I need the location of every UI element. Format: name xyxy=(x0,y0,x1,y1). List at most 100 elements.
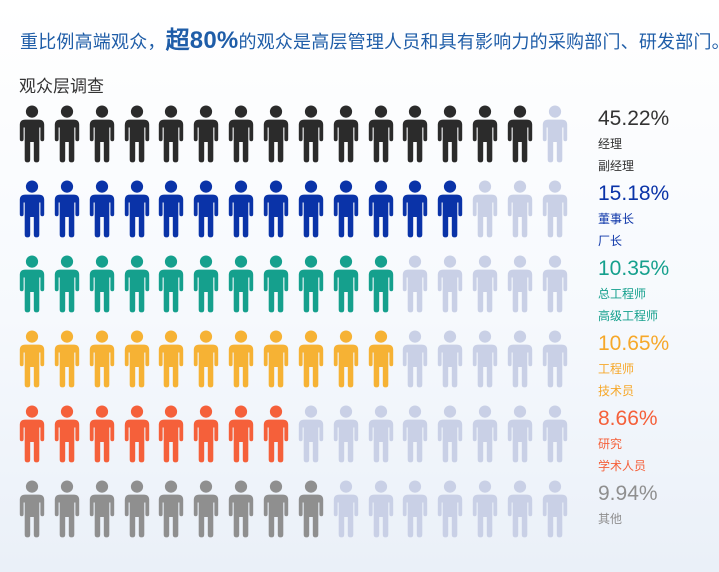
person-icon-filled xyxy=(263,255,289,313)
person-icon-filled xyxy=(159,405,184,463)
person-icon-filled xyxy=(124,480,149,538)
person-icon-empty xyxy=(437,330,463,388)
chart-row: 8.66% 研究 学术人员 xyxy=(0,405,719,473)
person-icon-filled xyxy=(228,405,254,463)
person-icon-filled xyxy=(298,330,323,388)
person-icon-filled xyxy=(19,105,45,163)
person-icon-filled xyxy=(124,405,149,463)
person-icon-empty xyxy=(333,480,358,538)
person-icon-empty xyxy=(542,330,567,388)
chart-row: 9.94% 其他 xyxy=(0,480,719,546)
person-icon-empty xyxy=(437,255,463,313)
person-icon-filled xyxy=(194,330,219,388)
person-icon-empty xyxy=(542,180,567,238)
category-label: 高级工程师 xyxy=(598,309,659,323)
person-icon-empty xyxy=(507,180,533,238)
person-icon-filled xyxy=(333,105,358,163)
person-icon-filled xyxy=(19,480,45,538)
person-icon-empty xyxy=(298,405,323,463)
headline: 重比例高端观众，超80%的观众是高层管理人员和具有影响力的采购部门、研发部门。 xyxy=(20,20,719,55)
person-icon-filled xyxy=(403,105,428,163)
person-icon-empty xyxy=(542,405,567,463)
person-icon-filled xyxy=(437,180,463,238)
person-icon-filled xyxy=(263,180,289,238)
person-icon-filled xyxy=(54,180,80,238)
person-icon-filled xyxy=(403,180,428,238)
category-label: 总工程师 xyxy=(598,287,647,301)
person-icon-filled xyxy=(89,105,114,163)
category-label: 厂长 xyxy=(598,234,623,248)
person-icon-filled xyxy=(54,105,80,163)
category-label: 经理 xyxy=(598,137,623,151)
person-icon-empty xyxy=(472,180,498,238)
person-icon-filled xyxy=(194,105,219,163)
person-icon-empty xyxy=(542,255,567,313)
person-icon-filled xyxy=(124,180,149,238)
person-icon-filled xyxy=(368,255,393,313)
data-label-percent: 15.18% xyxy=(598,182,670,205)
category-label: 学术人员 xyxy=(598,459,647,473)
person-icon-filled xyxy=(228,255,254,313)
person-icon-empty xyxy=(472,330,498,388)
person-icon-empty xyxy=(542,480,567,538)
category-label: 董事长 xyxy=(598,212,635,226)
person-icon-empty xyxy=(403,330,428,388)
person-icon-filled xyxy=(19,330,45,388)
person-icon-filled xyxy=(368,330,393,388)
person-icon-filled xyxy=(194,180,219,238)
person-icon-filled xyxy=(228,480,254,538)
person-icon-filled xyxy=(333,255,358,313)
person-icon-filled xyxy=(54,480,80,538)
person-icon-filled xyxy=(89,330,114,388)
data-label-percent: 45.22% xyxy=(598,107,670,130)
chart-row: 15.18% 董事长厂长 xyxy=(0,180,719,248)
person-icon-filled xyxy=(124,330,149,388)
person-icon-filled xyxy=(368,105,393,163)
person-icon-empty xyxy=(507,405,533,463)
person-icon-filled xyxy=(159,330,184,388)
data-label-percent: 8.66% xyxy=(598,407,658,430)
person-icon-empty xyxy=(437,480,463,538)
person-icon-filled xyxy=(263,405,289,463)
headline-suffix: 的观众是高层管理人员和具有影响力的采购部门、研发部门。 xyxy=(238,32,719,52)
data-label-percent: 10.65% xyxy=(598,332,670,355)
person-icon-filled xyxy=(298,480,323,538)
person-icon-empty xyxy=(472,405,498,463)
headline-prefix: 重比例高端观众， xyxy=(20,32,166,52)
person-icon-empty xyxy=(368,405,393,463)
person-icon-filled xyxy=(437,105,463,163)
person-icon-filled xyxy=(194,255,219,313)
data-label-percent: 10.35% xyxy=(598,257,670,280)
person-icon-empty xyxy=(507,480,533,538)
person-icon-filled xyxy=(263,330,289,388)
person-icon-filled xyxy=(263,480,289,538)
chart-row: 10.35% 总工程师高级工程师 xyxy=(0,255,719,323)
person-icon-filled xyxy=(368,180,393,238)
person-icon-filled xyxy=(54,255,80,313)
category-label: 工程师 xyxy=(598,362,635,376)
person-icon-filled xyxy=(228,330,254,388)
person-icon-filled xyxy=(89,180,114,238)
person-icon-empty xyxy=(507,255,533,313)
person-icon-empty xyxy=(333,405,358,463)
person-icon-empty xyxy=(472,255,498,313)
chart-row: 10.65% 工程师 技术员 xyxy=(0,330,719,398)
chart-row: 45.22% 经理 副经理 xyxy=(0,105,719,173)
person-icon-empty xyxy=(542,105,567,163)
person-icon-filled xyxy=(472,105,498,163)
person-icon-filled xyxy=(298,255,323,313)
person-icon-empty xyxy=(403,255,428,313)
person-icon-filled xyxy=(89,255,114,313)
person-icon-filled xyxy=(228,105,254,163)
person-icon-filled xyxy=(124,105,149,163)
person-icon-filled xyxy=(159,255,184,313)
person-icon-empty xyxy=(403,480,428,538)
person-icon-filled xyxy=(89,405,114,463)
person-icon-filled xyxy=(19,405,45,463)
person-icon-filled xyxy=(54,330,80,388)
person-icon-filled xyxy=(19,180,45,238)
person-icon-empty xyxy=(472,480,498,538)
person-icon-filled xyxy=(333,180,358,238)
person-icon-filled xyxy=(89,480,114,538)
headline-highlight: 超80% xyxy=(165,27,239,54)
